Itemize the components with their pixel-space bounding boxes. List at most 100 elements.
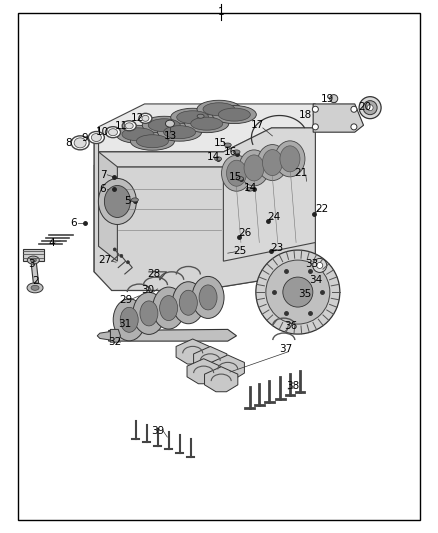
Text: 20: 20: [358, 102, 371, 111]
Text: 17: 17: [251, 120, 264, 130]
Ellipse shape: [88, 132, 104, 143]
Ellipse shape: [244, 155, 264, 181]
Text: 31: 31: [118, 319, 131, 329]
Text: 16: 16: [223, 147, 237, 157]
Ellipse shape: [152, 287, 185, 329]
Ellipse shape: [139, 114, 152, 123]
Text: 4: 4: [48, 238, 55, 247]
Text: 24: 24: [267, 213, 280, 222]
Ellipse shape: [191, 117, 223, 130]
Text: 14: 14: [207, 152, 220, 162]
Ellipse shape: [233, 150, 240, 154]
Ellipse shape: [246, 187, 253, 191]
Text: 33: 33: [305, 259, 318, 269]
Ellipse shape: [163, 126, 196, 139]
Polygon shape: [97, 332, 110, 340]
Polygon shape: [94, 165, 199, 288]
Polygon shape: [176, 339, 209, 364]
Ellipse shape: [142, 116, 186, 134]
Ellipse shape: [197, 100, 241, 118]
Ellipse shape: [199, 285, 217, 310]
Circle shape: [120, 254, 123, 257]
Ellipse shape: [159, 296, 178, 320]
Circle shape: [359, 96, 381, 119]
Ellipse shape: [106, 127, 120, 138]
Ellipse shape: [113, 299, 145, 341]
Text: 27: 27: [99, 255, 112, 265]
Polygon shape: [31, 259, 39, 290]
Text: 5: 5: [124, 197, 131, 206]
Polygon shape: [313, 104, 364, 132]
Text: 29: 29: [120, 295, 133, 304]
Ellipse shape: [120, 308, 138, 332]
Ellipse shape: [203, 103, 235, 116]
Ellipse shape: [237, 176, 244, 181]
Text: 15: 15: [229, 172, 242, 182]
Text: 11: 11: [115, 121, 128, 131]
Text: 26: 26: [239, 229, 252, 238]
Ellipse shape: [122, 128, 154, 141]
Ellipse shape: [136, 135, 169, 148]
Text: 12: 12: [131, 114, 144, 123]
Ellipse shape: [275, 141, 305, 177]
Polygon shape: [94, 136, 315, 290]
Ellipse shape: [192, 277, 224, 318]
Text: 15: 15: [214, 138, 227, 148]
Polygon shape: [194, 346, 227, 372]
Polygon shape: [112, 184, 315, 290]
Ellipse shape: [122, 121, 136, 131]
Ellipse shape: [179, 290, 198, 315]
Text: 2: 2: [32, 277, 39, 286]
Text: 30: 30: [141, 286, 155, 295]
Ellipse shape: [140, 301, 158, 326]
Polygon shape: [94, 117, 315, 165]
Text: 35: 35: [298, 289, 311, 299]
Polygon shape: [94, 165, 199, 288]
Ellipse shape: [280, 146, 300, 172]
Text: 36: 36: [285, 321, 298, 331]
Text: 39: 39: [151, 426, 164, 435]
Ellipse shape: [71, 136, 89, 150]
Ellipse shape: [27, 256, 39, 264]
Circle shape: [313, 259, 327, 272]
Polygon shape: [187, 359, 220, 384]
Text: 23: 23: [270, 243, 283, 253]
Text: 9: 9: [81, 133, 88, 142]
Ellipse shape: [218, 108, 251, 121]
Ellipse shape: [30, 258, 36, 262]
Ellipse shape: [226, 160, 247, 186]
Text: 7: 7: [99, 170, 106, 180]
Ellipse shape: [258, 144, 287, 181]
Circle shape: [312, 124, 318, 130]
Ellipse shape: [222, 155, 251, 191]
Ellipse shape: [27, 283, 43, 293]
Ellipse shape: [158, 123, 201, 141]
Text: 34: 34: [310, 275, 323, 285]
Ellipse shape: [92, 133, 101, 142]
Text: 22: 22: [315, 204, 328, 214]
Circle shape: [113, 248, 116, 251]
Ellipse shape: [212, 106, 256, 124]
Ellipse shape: [197, 114, 204, 118]
Polygon shape: [199, 144, 315, 266]
Ellipse shape: [171, 108, 215, 126]
Circle shape: [351, 124, 357, 130]
Text: 6: 6: [70, 218, 77, 228]
Circle shape: [256, 250, 340, 334]
Polygon shape: [23, 249, 44, 261]
Ellipse shape: [104, 185, 131, 217]
Circle shape: [312, 106, 318, 112]
Text: 37: 37: [279, 344, 292, 354]
Ellipse shape: [215, 157, 222, 161]
Circle shape: [363, 101, 377, 115]
Ellipse shape: [131, 132, 174, 150]
Polygon shape: [110, 329, 120, 342]
Polygon shape: [99, 104, 315, 152]
Ellipse shape: [131, 198, 138, 202]
Text: 10: 10: [95, 127, 109, 137]
Text: 25: 25: [233, 246, 247, 255]
Circle shape: [367, 104, 373, 111]
Ellipse shape: [116, 125, 160, 143]
Text: 3: 3: [28, 259, 35, 269]
Ellipse shape: [31, 285, 39, 290]
